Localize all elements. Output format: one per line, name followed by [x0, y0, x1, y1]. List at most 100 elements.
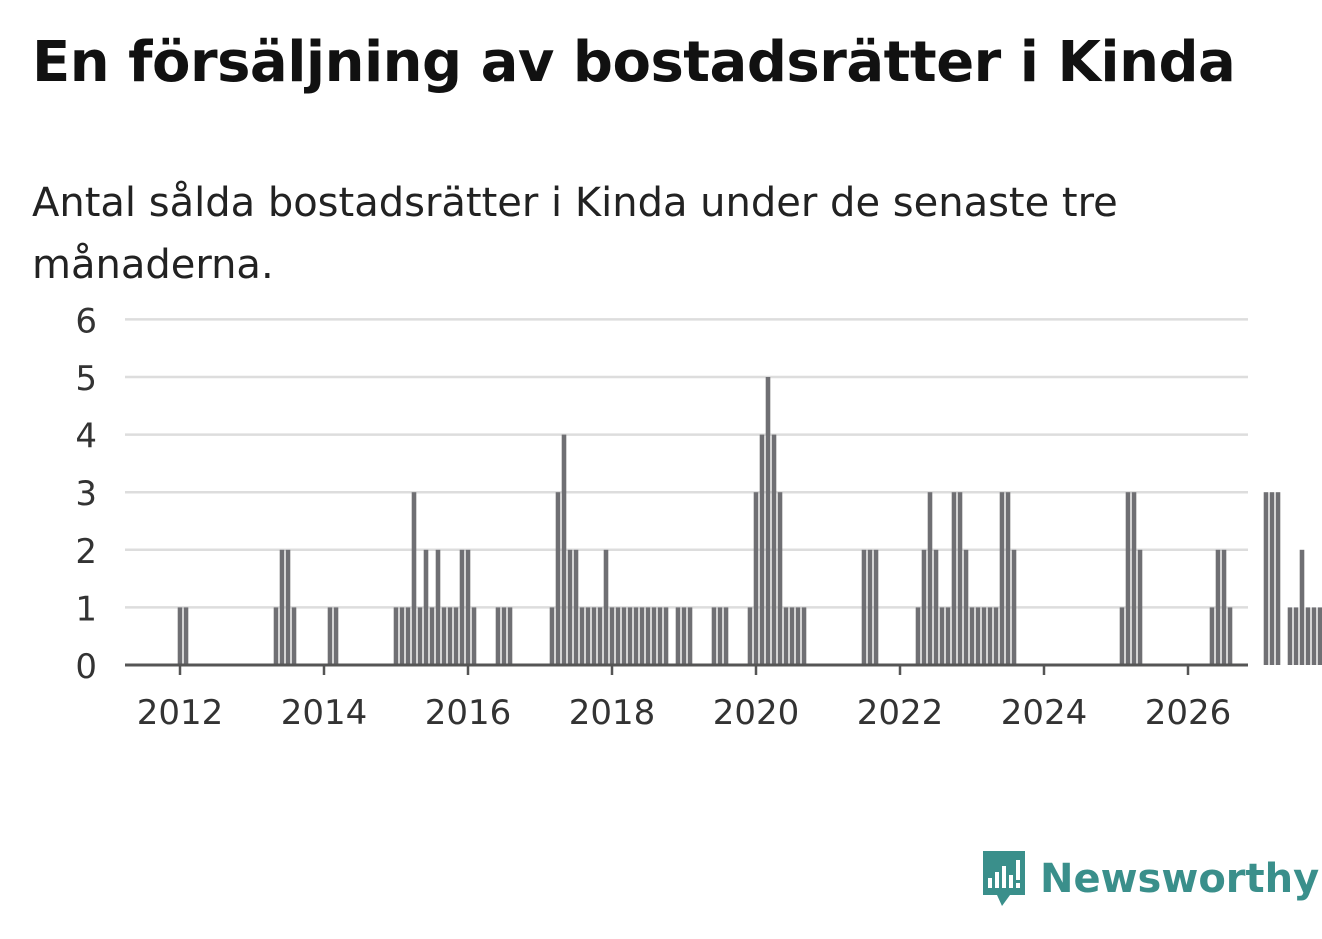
bar [1131, 492, 1137, 665]
bar [639, 607, 645, 665]
bar [861, 549, 867, 665]
bar [771, 434, 777, 665]
bar [717, 607, 723, 665]
bar [585, 607, 591, 665]
bar [549, 607, 555, 665]
bar [429, 607, 435, 665]
bar [273, 607, 279, 665]
bar [459, 549, 465, 665]
y-tick-label: 0 [75, 647, 97, 687]
bar [867, 549, 873, 665]
bar [747, 607, 753, 665]
bar [1317, 607, 1322, 665]
bar [1269, 492, 1275, 665]
bar [1137, 549, 1143, 665]
bar [327, 607, 333, 665]
bar [291, 607, 297, 665]
bar [777, 492, 783, 665]
bar [471, 607, 477, 665]
bar [1275, 492, 1281, 665]
bar [759, 434, 765, 665]
bar [1227, 607, 1233, 665]
bar-chart: 0123456201220142016201820202022202420261 [75, 301, 1322, 733]
newsworthy-logo-icon [983, 851, 1025, 906]
bar [975, 607, 981, 665]
bar [927, 492, 933, 665]
bar [783, 607, 789, 665]
bar [609, 607, 615, 665]
bar [495, 607, 501, 665]
bar [633, 607, 639, 665]
bar [423, 549, 429, 665]
bar [393, 607, 399, 665]
bar [645, 607, 651, 665]
bar [765, 377, 771, 665]
x-tick-label: 2024 [1001, 693, 1088, 733]
bar [591, 607, 597, 665]
bar [573, 549, 579, 665]
bar [939, 607, 945, 665]
bar [597, 607, 603, 665]
bar [621, 607, 627, 665]
bar [1293, 607, 1299, 665]
bar [411, 492, 417, 665]
brand-name: Newsworthy [1040, 856, 1320, 902]
bar [687, 607, 693, 665]
y-tick-label: 2 [75, 532, 97, 572]
bar [435, 549, 441, 665]
bar [723, 607, 729, 665]
bar [399, 607, 405, 665]
bar [987, 607, 993, 665]
bar [651, 607, 657, 665]
bar [873, 549, 879, 665]
bar [801, 607, 807, 665]
bar [333, 607, 339, 665]
y-tick-label: 5 [75, 359, 97, 399]
y-tick-label: 6 [75, 301, 97, 341]
bar [561, 434, 567, 665]
bar [711, 607, 717, 665]
bar [177, 607, 183, 665]
bar [1011, 549, 1017, 665]
bar [681, 607, 687, 665]
bar [1005, 492, 1011, 665]
bar [555, 492, 561, 665]
bar [1209, 607, 1215, 665]
bar [285, 549, 291, 665]
x-tick-label: 2012 [137, 693, 224, 733]
y-tick-label: 3 [75, 474, 97, 514]
x-tick-label: 2016 [425, 693, 512, 733]
bar [789, 607, 795, 665]
bar [447, 607, 453, 665]
bar [1287, 607, 1293, 665]
bar [1311, 607, 1317, 665]
bar [465, 549, 471, 665]
bar [921, 549, 927, 665]
bar [627, 607, 633, 665]
bar [1299, 549, 1305, 665]
chart-title: En försäljning av bostadsrätter i Kinda [32, 30, 1236, 95]
bar [663, 607, 669, 665]
bar [957, 492, 963, 665]
bar [951, 492, 957, 665]
bar [933, 549, 939, 665]
bar [945, 607, 951, 665]
bar [615, 607, 621, 665]
bar [417, 607, 423, 665]
x-tick-label: 2014 [281, 693, 368, 733]
bar [603, 549, 609, 665]
bar [1305, 607, 1311, 665]
bar [567, 549, 573, 665]
x-tick-label: 2026 [1145, 693, 1232, 733]
bar [993, 607, 999, 665]
bar [969, 607, 975, 665]
bar [1125, 492, 1131, 665]
bar [1221, 549, 1227, 665]
bar [405, 607, 411, 665]
x-tick-label: 2022 [857, 693, 944, 733]
bar [675, 607, 681, 665]
bar [1215, 549, 1221, 665]
bar [1263, 492, 1269, 665]
bar [183, 607, 189, 665]
bar [795, 607, 801, 665]
